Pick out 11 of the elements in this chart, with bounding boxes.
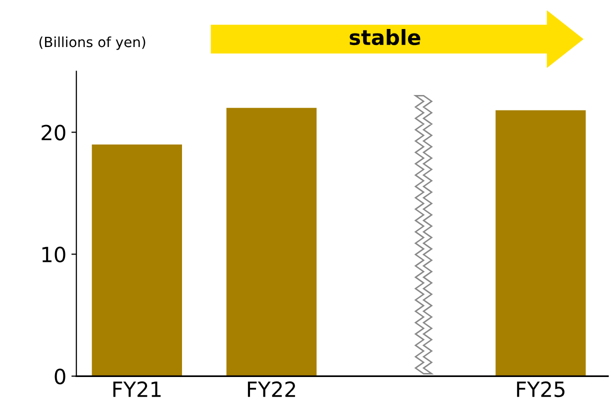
x-tick-label: FY22 [248, 381, 296, 397]
y-tick-label: 20 [42, 124, 66, 140]
bar [226, 108, 317, 376]
x-tick-label: FY25 [517, 381, 564, 398]
y-tick-label: 0 [54, 368, 66, 384]
x-tick-label: FY21 [113, 381, 161, 397]
y-axis-title: (Billions of yen) [39, 36, 146, 50]
y-tick-label: 10 [42, 246, 66, 262]
bar [92, 144, 182, 376]
bar [496, 110, 586, 376]
text: stable [350, 29, 420, 46]
